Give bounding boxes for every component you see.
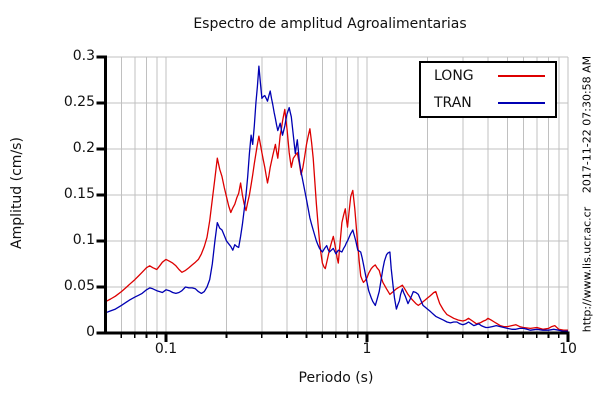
y-tick-label: 0.2 <box>72 140 95 156</box>
legend-box: LONG TRAN <box>419 61 557 118</box>
x-tick-label: 1 <box>362 341 372 357</box>
y-tick-label: 0.1 <box>72 232 95 248</box>
legend-item-long: LONG <box>421 64 555 88</box>
y-tick-label: 0.25 <box>63 94 95 110</box>
legend-line-long <box>498 75 545 78</box>
timestamp-watermark: 2017-11-22 07:30:58 AM <box>580 55 594 194</box>
legend-label-tran: TRAN <box>434 94 472 111</box>
y-axis-label: Amplitud (cm/s) <box>9 137 25 249</box>
series-lines <box>105 65 568 332</box>
series-line-long <box>105 108 568 331</box>
series-line-tran <box>105 65 568 332</box>
legend-label-long: LONG <box>434 68 474 85</box>
x-tick-label: 0.1 <box>154 341 178 357</box>
x-tick-label: 10 <box>559 341 577 357</box>
source-url-watermark: http://www.lis.ucr.ac.cr <box>580 206 594 333</box>
x-axis-label: Periodo (s) <box>298 370 374 386</box>
chart-title: Espectro de amplitud Agroalimentarias <box>193 16 467 32</box>
y-tick-label: 0.15 <box>63 186 95 202</box>
y-tick-label: 0.3 <box>72 48 95 64</box>
legend-line-tran <box>498 101 545 104</box>
legend-item-tran: TRAN <box>421 91 555 115</box>
grid-lines <box>105 56 569 333</box>
y-tick-label: 0 <box>86 324 95 340</box>
axes <box>96 55 570 342</box>
y-tick-label: 0.05 <box>63 278 95 294</box>
